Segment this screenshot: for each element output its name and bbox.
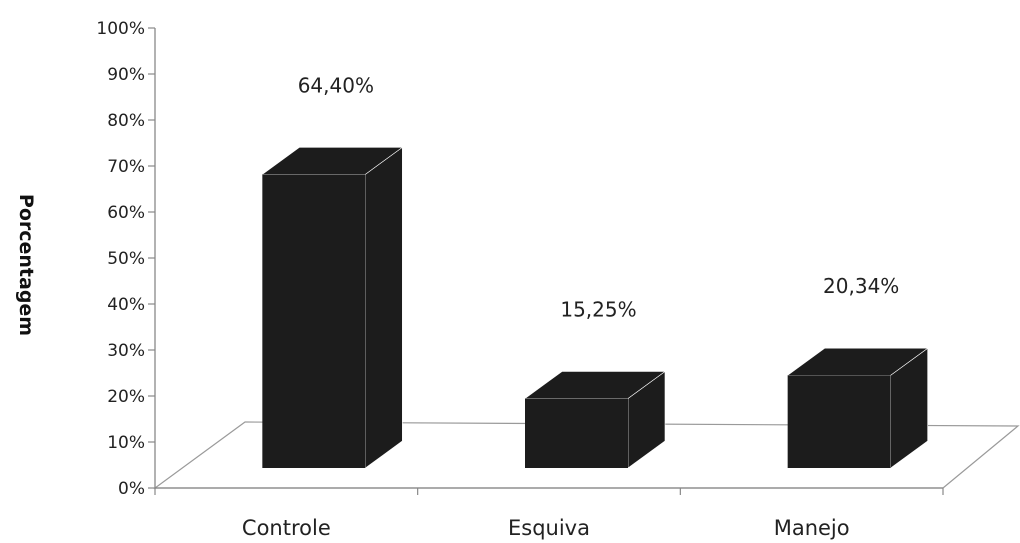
y-tick-label: 0%	[118, 479, 145, 499]
y-tick-label: 100%	[96, 19, 145, 39]
x-category-label: Controle	[242, 516, 331, 540]
y-tick-label: 60%	[107, 203, 145, 223]
y-axis: 0% 10% 20% 30% 40% 50% 60% 70% 80% 90% 100%	[96, 19, 944, 499]
bar-front	[525, 398, 628, 468]
bar-front	[787, 375, 891, 468]
bars	[261, 146, 929, 469]
y-tick-label: 50%	[107, 249, 145, 269]
y-tick-label: 10%	[107, 433, 145, 453]
y-tick-label: 80%	[107, 111, 145, 131]
y-tick-label: 70%	[107, 157, 145, 177]
data-label: 20,34%	[823, 274, 899, 298]
data-label: 64,40%	[298, 73, 374, 97]
bar-side	[365, 146, 403, 469]
y-tick-label: 40%	[107, 295, 145, 315]
bar-manejo	[786, 347, 929, 469]
x-category-label: Manejo	[774, 516, 850, 540]
x-category-label: Esquiva	[508, 516, 590, 540]
y-tick-label: 90%	[107, 65, 145, 85]
y-tick-label: 30%	[107, 341, 145, 361]
bar-controle	[261, 146, 404, 469]
data-label: 15,25%	[560, 297, 636, 321]
y-tick-label: 20%	[107, 387, 145, 407]
y-axis-title: Porcentagem	[15, 194, 37, 336]
bar-esquiva	[524, 370, 666, 469]
labels: 64,40% Controle 15,25% Esquiva 20,34% Manejo	[242, 73, 899, 540]
bar-front	[262, 174, 366, 468]
